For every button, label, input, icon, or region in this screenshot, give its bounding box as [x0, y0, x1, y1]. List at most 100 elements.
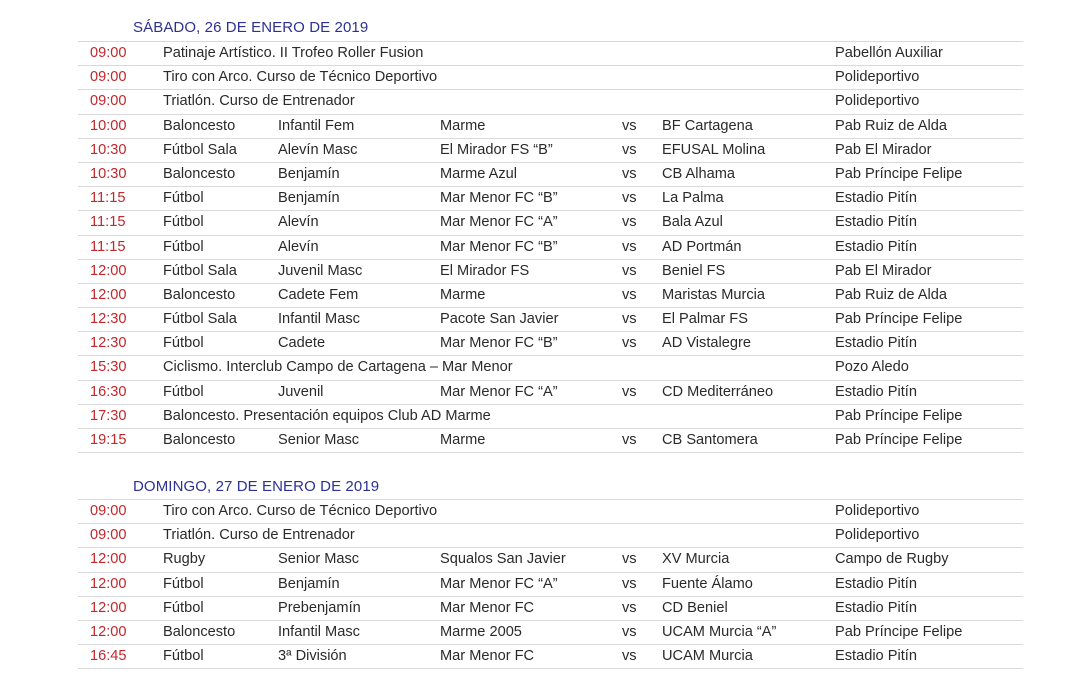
cell-time: 16:30: [90, 383, 127, 400]
cell-opponent: UCAM Murcia “A”: [662, 623, 777, 640]
cell-vs: vs: [622, 141, 637, 158]
cell-vs: vs: [622, 648, 637, 665]
cell-venue: Polideportivo: [835, 503, 920, 519]
cell-sport: Fútbol: [163, 648, 204, 665]
cell-vs: vs: [622, 432, 637, 448]
cell-opponent: CD Beniel: [662, 599, 728, 616]
cell-vs: vs: [622, 551, 637, 568]
cell-desc: Triatlón. Curso de Entrenador: [163, 527, 355, 544]
table-row: 09:00 Tiro con Arco. Curso de Técnico Dep…: [78, 499, 1023, 523]
cell-desc: Tiro con Arco. Curso de Técnico Deportiv…: [163, 503, 438, 519]
cell-time: 09:00: [90, 45, 127, 61]
cell-time: 12:30: [90, 335, 127, 352]
cell-category: Senior Masc: [278, 432, 360, 448]
cell-opponent: Fuente Álamo: [662, 575, 753, 592]
cell-vs: vs: [622, 117, 637, 134]
cell-vs: vs: [622, 214, 637, 231]
cell-team: Marme 2005: [440, 623, 522, 640]
table-row: 11:15 Fútbol Benjamín Mar Menor FC “B” vs La …: [78, 186, 1023, 210]
cell-time: 17:30: [90, 407, 127, 424]
table-row: 12:00 Fútbol Benjamín Mar Menor FC “A” vs Fue…: [78, 571, 1023, 596]
schedule-table-sunday: 09:00 Tiro con Arco. Curso de Técnico Dep…: [78, 499, 1023, 693]
cell-sport: Rugby: [163, 551, 206, 568]
table-row: 10:00 Baloncesto Infantil Fem Marme vs BF Car…: [78, 113, 1023, 138]
cell-time: 11:15: [90, 238, 126, 255]
table-row: 12:00 Fútbol Sala Juvenil Masc El Mirador F…: [78, 258, 1023, 283]
cell-vs: vs: [622, 262, 637, 279]
cell-venue: Estadio Pitín: [835, 214, 917, 231]
cell-vs: vs: [622, 311, 637, 328]
cell-opponent: CB Alhama: [662, 165, 736, 182]
table-row: 12:30 Fútbol Cadete Mar Menor FC “B” vs AD Vi…: [78, 331, 1023, 355]
cell-team: Mar Menor FC “A”: [440, 214, 558, 231]
cell-venue: Polideportivo: [835, 93, 920, 110]
cell-category: Prebenjamín: [278, 599, 361, 616]
cell-opponent: BF Cartagena: [662, 117, 753, 134]
cell-sport: Baloncesto: [163, 286, 236, 303]
cell-team: Squalos San Javier: [440, 551, 566, 568]
table-row: 09:00 Triatlón. Curso de Entrenador Polide…: [78, 523, 1023, 547]
cell-vs: vs: [622, 599, 637, 616]
cell-team: Mar Menor FC: [440, 648, 535, 665]
cell-time: 19:15: [90, 432, 127, 448]
cell-time: 16:45: [90, 648, 127, 665]
cell-team: Mar Menor FC: [440, 599, 535, 616]
cell-desc: Patinaje Artístico. II Trofeo Roller Fus…: [163, 45, 424, 61]
cell-time: 12:00: [90, 599, 127, 616]
schedule-table-saturday: 09:00 Patinaje Artístico. II Trofeo Rolle…: [78, 41, 1023, 476]
table-row: 15:30 Ciclismo. Interclub Campo de Cartag…: [78, 355, 1023, 379]
table-row: 19:15 Baloncesto Senior Masc Marme vs CB Sant…: [78, 428, 1023, 452]
cell-venue: Polideportivo: [835, 69, 920, 86]
cell-sport: Fútbol: [163, 575, 204, 592]
cell-opponent: Beniel FS: [662, 262, 726, 279]
table-row: 17:30 Baloncesto. Presentación equipos Cl…: [78, 403, 1023, 428]
cell-time: 15:30: [90, 359, 127, 376]
table-row-divider: [78, 668, 1023, 692]
day-title-sunday: DOMINGO, 27 DE ENERO DE 2019: [133, 478, 380, 495]
cell-desc: Triatlón. Curso de Entrenador: [163, 93, 355, 110]
cell-team: El Mirador FS “B”: [440, 141, 553, 158]
cell-time: 11:15: [90, 214, 126, 231]
cell-venue: Pozo Aledo: [835, 359, 909, 376]
cell-sport: Fútbol: [163, 599, 204, 616]
cell-time: 12:00: [90, 286, 127, 303]
cell-venue: Estadio Pitín: [835, 648, 917, 665]
cell-vs: vs: [622, 575, 637, 592]
cell-time: 12:00: [90, 575, 127, 592]
cell-sport: Baloncesto: [163, 432, 236, 448]
cell-category: Infantil Masc: [278, 311, 360, 328]
cell-sport: Fútbol: [163, 238, 204, 255]
cell-sport: Fútbol Sala: [163, 141, 237, 158]
cell-vs: vs: [622, 165, 637, 182]
cell-venue: Pab Ruiz de Alda: [835, 286, 947, 303]
cell-time: 12:00: [90, 623, 127, 640]
table-row: 10:30 Baloncesto Benjamín Marme Azul vs CB Al…: [78, 161, 1023, 186]
cell-team: Marme: [440, 432, 486, 448]
cell-time: 10:30: [90, 141, 127, 158]
day-title-saturday: SÁBADO, 26 DE ENERO DE 2019: [133, 19, 369, 36]
cell-team: Mar Menor FC “B”: [440, 190, 558, 207]
cell-opponent: Bala Azul: [662, 214, 723, 231]
cell-opponent: AD Portmán: [662, 238, 742, 255]
table-row: 09:00 Patinaje Artístico. II Trofeo Rolle…: [78, 41, 1023, 65]
table-row: 12:00 Baloncesto Cadete Fem Marme vs Maristas…: [78, 282, 1023, 307]
cell-sport: Baloncesto: [163, 165, 236, 182]
table-row: 12:00 Rugby Senior Masc Squalos San Javier v…: [78, 547, 1023, 571]
cell-sport: Fútbol: [163, 335, 204, 352]
cell-sport: Baloncesto: [163, 117, 236, 134]
cell-opponent: El Palmar FS: [662, 311, 748, 328]
cell-venue: Pab Príncipe Felipe: [835, 165, 963, 182]
cell-category: Juvenil: [278, 383, 324, 400]
table-row: 09:00 Tiro con Arco. Curso de Técnico Dep…: [78, 65, 1023, 89]
cell-team: Mar Menor FC “B”: [440, 335, 558, 352]
cell-category: Benjamín: [278, 165, 340, 182]
cell-venue: Polideportivo: [835, 527, 920, 544]
table-row: 16:45 Fútbol 3ª División Mar Menor FC vs UCAM…: [78, 644, 1023, 668]
cell-time: 09:00: [90, 93, 127, 110]
cell-vs: vs: [622, 190, 637, 207]
cell-time: 09:00: [90, 527, 127, 544]
table-row: 16:30 Fútbol Juvenil Mar Menor FC “A” vs CD M…: [78, 379, 1023, 404]
cell-opponent: CB Santomera: [662, 432, 758, 448]
table-row-divider: [78, 452, 1023, 476]
table-row: 12:30 Fútbol Sala Infantil Masc Pacote San …: [78, 307, 1023, 331]
